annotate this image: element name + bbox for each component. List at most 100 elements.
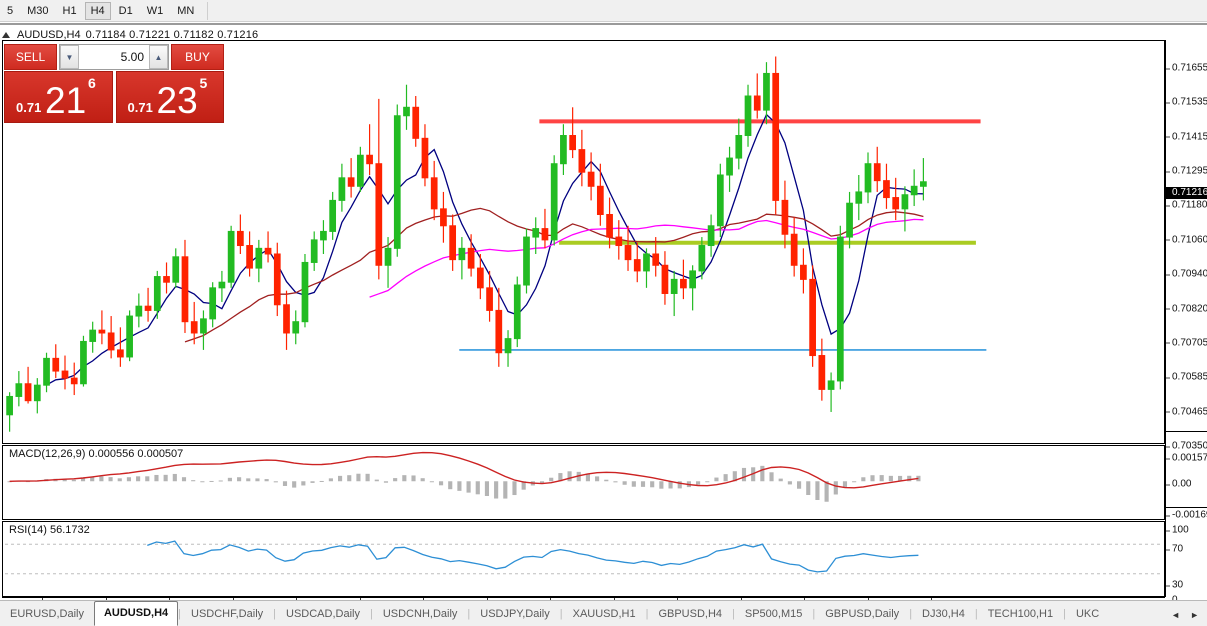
macd-label: MACD(12,26,9) 0.000556 0.000507 [7, 448, 186, 460]
candle [255, 239, 263, 283]
tab-scroll-controls[interactable]: ◄ ► [1167, 610, 1207, 626]
volume-decrement-icon[interactable]: ▼ [60, 45, 79, 69]
timeframe-mn[interactable]: MN [177, 4, 195, 17]
candle [615, 220, 623, 260]
macd-histogram-bar [503, 481, 508, 499]
timeframe-m30[interactable]: M30 [27, 4, 49, 17]
candle-body [652, 253, 660, 266]
timeframe-5[interactable]: 5 [7, 4, 14, 17]
tab-scroll-right-icon[interactable]: ► [1190, 610, 1199, 620]
chart-tab-gbpusd-daily[interactable]: GBPUSD,Daily [825, 608, 900, 620]
collapse-triangle-icon[interactable] [2, 32, 10, 38]
macd-histogram-bar [567, 471, 572, 482]
candle-body [255, 247, 263, 269]
macd-histogram-bar [558, 473, 563, 482]
candle [606, 197, 613, 249]
candle-body [292, 321, 300, 334]
one-click-trading-panel[interactable]: SELL ▼ 5.00 ▲ BUY 0.71 21 6 0.71 23 5 [4, 44, 224, 124]
candle-body [809, 278, 816, 357]
volume-value[interactable]: 5.00 [120, 50, 144, 64]
chart-tab-eurusd-daily[interactable]: EURUSD,Daily [10, 608, 84, 620]
candle-body [818, 355, 826, 390]
sell-price-box[interactable]: 0.71 21 6 [4, 71, 113, 123]
candle [578, 129, 586, 187]
macd-histogram-bar [787, 481, 792, 485]
macd-histogram-bar [842, 481, 848, 488]
price-tick: 0.70585 [1166, 372, 1207, 383]
candle-body [264, 247, 272, 255]
macd-histogram-bar [861, 477, 866, 482]
macd-histogram-bar [760, 465, 765, 482]
candle-body [827, 380, 835, 390]
timeframe-w1[interactable]: W1 [146, 4, 164, 17]
candle [670, 270, 678, 317]
candle-body [513, 284, 521, 340]
candle [504, 330, 512, 367]
candlestick-svg [6, 56, 987, 432]
buy-price-box[interactable]: 0.71 23 5 [115, 71, 224, 123]
chart-tab-audusd-h4[interactable]: AUDUSD,H4 [93, 601, 179, 626]
chart-tab-gbpusd-h4[interactable]: GBPUSD,H4 [658, 608, 723, 620]
price-scale[interactable]: 0.71655 0.71535 0.71415 0.71295 0.71180 0.710… [1165, 40, 1207, 606]
chart-tab-ukc[interactable]: UKC [1075, 608, 1100, 620]
candle-body [393, 115, 401, 249]
volume-increment-icon[interactable]: ▲ [149, 45, 168, 69]
timeframe-h1[interactable]: H1 [62, 4, 77, 17]
candle [550, 155, 558, 246]
tab-separator: | [732, 608, 735, 620]
macd-histogram-bar [797, 481, 802, 489]
buy-price-fraction: 5 [199, 75, 208, 91]
candle [763, 62, 770, 125]
macd-histogram-bar [640, 481, 646, 487]
candle [273, 242, 281, 317]
tab-scroll-left-icon[interactable]: ◄ [1171, 610, 1181, 620]
sell-button[interactable]: SELL [4, 44, 57, 70]
candle-body [578, 149, 586, 173]
trade-price-row: 0.71 21 6 0.71 23 5 [4, 71, 224, 123]
candle-body [606, 213, 613, 238]
macd-histogram-bar [246, 478, 251, 482]
buy-button[interactable]: BUY [171, 44, 224, 70]
candle [790, 217, 798, 277]
macd-histogram-bar [714, 477, 719, 482]
chart-tab-tech100-h1[interactable]: TECH100,H1 [987, 608, 1054, 620]
candle [384, 237, 392, 288]
candle-body [52, 357, 60, 372]
rsi-pane[interactable]: RSI(14) 56.1732 [2, 521, 1165, 597]
candle [301, 253, 309, 328]
candle [726, 146, 733, 192]
macd-histogram-bar [273, 481, 278, 483]
candle-body [661, 264, 669, 294]
macd-histogram-bar [319, 480, 324, 482]
candle [283, 290, 290, 350]
chart-tab-xauusd-h1[interactable]: XAUUSD,H1 [572, 608, 636, 620]
timeframe-d1[interactable]: D1 [118, 4, 133, 17]
candle-body [781, 199, 789, 235]
chart-tab-usdcnh-daily[interactable]: USDCNH,Daily [382, 608, 458, 620]
macd-histogram-bar [732, 471, 737, 482]
chart-tab-usdcad-daily[interactable]: USDCAD,Daily [286, 608, 360, 620]
chart-tab-usdjpy-daily[interactable]: USDJPY,Daily [480, 608, 550, 620]
chart-tab-dj30-h4[interactable]: DJ30,H4 [922, 608, 965, 620]
macd-histogram-bar [117, 478, 122, 482]
candle [652, 237, 660, 277]
candle-body [707, 225, 715, 247]
candle-body [569, 135, 577, 151]
candle [320, 220, 327, 254]
macd-histogram-bar [154, 474, 159, 482]
macd-histogram-bar [622, 481, 627, 485]
chart-tab-bar[interactable]: EURUSD,Daily AUDUSD,H4 | USDCHF,Daily | USDCA… [0, 600, 1207, 626]
timeframe-h4[interactable]: H4 [84, 1, 111, 20]
candle-body [163, 276, 170, 283]
candle-body [209, 287, 217, 320]
macd-signal-line [9, 451, 919, 489]
candle-body [227, 230, 235, 283]
chart-tab-sp500-m15[interactable]: SP500,M15 [744, 608, 803, 620]
candle-body [144, 305, 152, 311]
macd-histogram-bar [338, 475, 343, 482]
macd-pane[interactable]: MACD(12,26,9) 0.000556 0.000507 [2, 445, 1165, 520]
chart-tab-usdchf-daily[interactable]: USDCHF,Daily [191, 608, 264, 620]
candle-body [532, 228, 540, 238]
volume-field[interactable]: ▼ 5.00 ▲ [59, 44, 169, 70]
price-plot [3, 41, 1164, 443]
